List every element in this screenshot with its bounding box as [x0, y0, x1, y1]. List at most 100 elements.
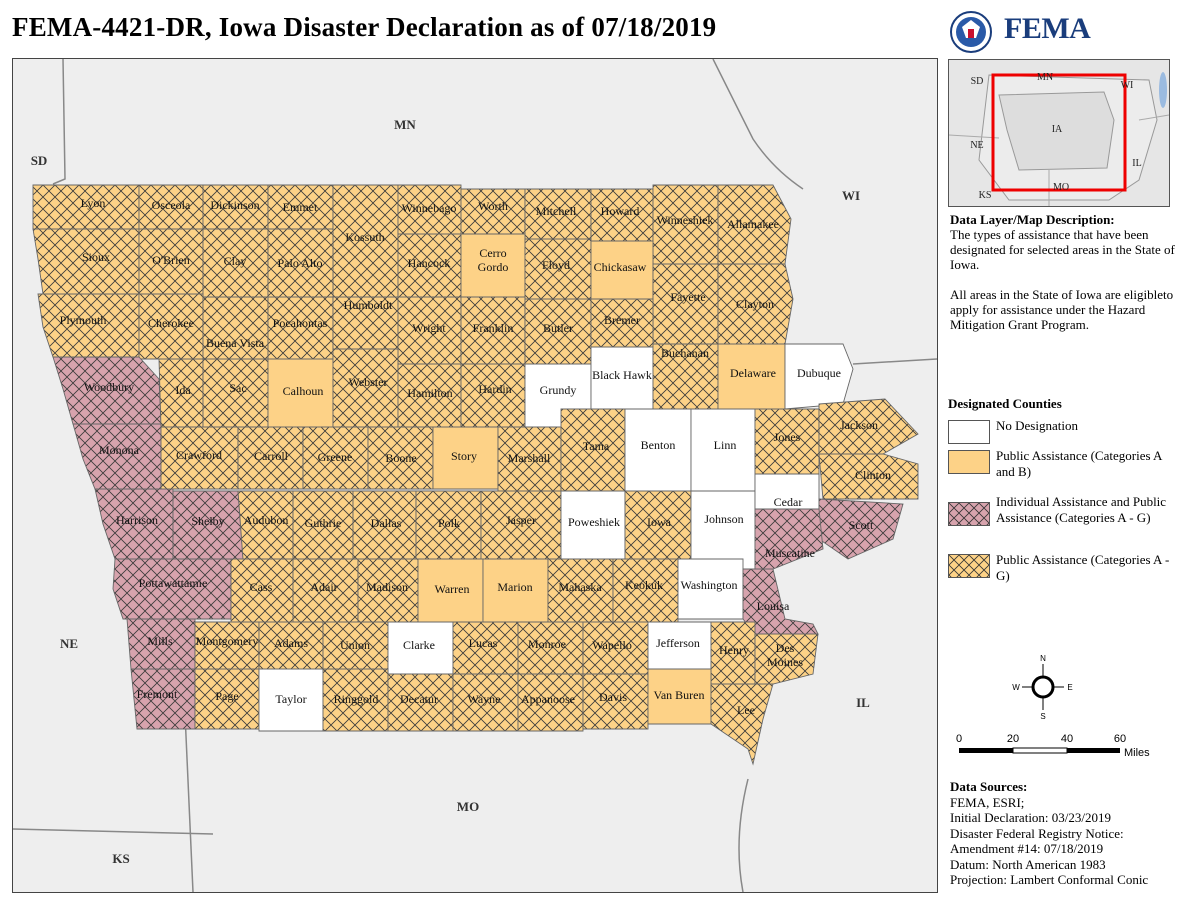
county-o-brien[interactable]: O'Brien	[138, 228, 204, 295]
county-polk[interactable]: Polk	[415, 490, 482, 560]
county-shape[interactable]	[742, 568, 819, 635]
county-osceola[interactable]: Osceola	[138, 184, 204, 230]
county-shape[interactable]	[818, 398, 919, 455]
county-shape[interactable]	[710, 683, 774, 766]
county-shape[interactable]	[517, 673, 584, 732]
county-shape[interactable]	[690, 490, 756, 570]
county-shelby[interactable]: Shelby	[172, 490, 244, 560]
county-union[interactable]: Union	[322, 621, 389, 670]
county-clay[interactable]: Clay	[202, 228, 269, 298]
county-butler[interactable]: Butler	[524, 298, 592, 365]
county-audubon[interactable]: Audubon	[237, 490, 294, 560]
county-keokuk[interactable]: Keokuk	[612, 558, 679, 623]
county-franklin[interactable]: Franklin	[460, 296, 526, 365]
county-clinton[interactable]: Clinton	[818, 453, 919, 500]
county-henry[interactable]: Henry	[710, 621, 756, 685]
county-warren[interactable]: Warren	[417, 558, 484, 623]
county-monona[interactable]: Monona	[72, 423, 162, 490]
county-marion[interactable]: Marion	[482, 558, 549, 623]
county-monroe[interactable]: Monroe	[517, 621, 584, 675]
county-worth[interactable]: Worth	[460, 188, 526, 235]
county-hancock[interactable]: Hancock	[397, 233, 462, 298]
county-montgomery[interactable]: Montgomery	[194, 621, 260, 670]
county-palo-alto[interactable]: Palo Alto	[267, 228, 334, 298]
county-fremont[interactable]: Fremont	[130, 668, 196, 730]
county-shape[interactable]	[717, 184, 792, 265]
county-humboldt[interactable]: Humboldt	[332, 296, 399, 350]
county-poweshiek[interactable]: Poweshiek	[560, 490, 626, 560]
county-shape[interactable]	[717, 263, 794, 345]
county-clayton[interactable]: Clayton	[717, 263, 794, 345]
county-lee[interactable]: Lee	[710, 683, 774, 766]
county-jackson[interactable]: Jackson	[818, 398, 919, 455]
county-howard[interactable]: Howard	[590, 188, 654, 242]
county-adair[interactable]: Adair	[292, 558, 359, 623]
county-mills[interactable]: Mills	[126, 618, 196, 670]
county-linn[interactable]: Linn	[690, 408, 756, 492]
county-shape[interactable]	[754, 508, 824, 570]
county-clarke[interactable]: Clarke	[387, 621, 454, 675]
county-dallas[interactable]: Dallas	[352, 490, 417, 560]
county-chickasaw[interactable]: Chickasaw	[590, 240, 654, 300]
main-map[interactable]: Lyon Osceola Dickinson Emmet Kossuth Winnebag…	[12, 58, 938, 893]
county-ringgold[interactable]: Ringgold	[322, 668, 389, 732]
county-plymouth[interactable]: Plymouth	[37, 293, 140, 358]
county-page[interactable]: Page	[194, 668, 260, 730]
county-scott[interactable]: Scott	[818, 498, 904, 560]
county-buchanan[interactable]: Buchanan	[652, 343, 719, 410]
county-delaware[interactable]: Delaware	[717, 343, 786, 410]
county-ida[interactable]: Ida	[158, 358, 204, 428]
county-calhoun[interactable]: Calhoun	[267, 358, 334, 428]
county-bremer[interactable]: Bremer	[590, 298, 654, 348]
county-webster[interactable]: Webster	[332, 348, 399, 428]
county-kossuth[interactable]: Kossuth	[332, 184, 399, 298]
county-sac[interactable]: Sac	[202, 358, 269, 428]
county-pottawattamie[interactable]: Pottawattamie	[112, 558, 232, 620]
county-johnson[interactable]: Johnson	[690, 490, 756, 570]
county-jones[interactable]: Jones	[754, 408, 820, 475]
county-decatur[interactable]: Decatur	[387, 673, 454, 732]
county-van-buren[interactable]: Van Buren	[647, 668, 712, 725]
county-sioux[interactable]: Sioux	[32, 228, 140, 295]
county-guthrie[interactable]: Guthrie	[292, 490, 354, 560]
county-appanoose[interactable]: Appanoose	[517, 673, 584, 732]
county-cass[interactable]: Cass	[230, 558, 294, 623]
county-mitchell[interactable]: Mitchell	[524, 188, 592, 240]
county-dubuque[interactable]: Dubuque	[784, 343, 854, 410]
county-lyon[interactable]: Lyon	[32, 184, 140, 230]
county-wayne[interactable]: Wayne	[452, 673, 519, 732]
county-taylor[interactable]: Taylor	[258, 668, 324, 732]
county-pocahontas[interactable]: Pocahontas	[267, 296, 334, 360]
county-shape[interactable]	[582, 673, 649, 730]
county-muscatine[interactable]: Muscatine	[754, 508, 824, 570]
county-shape[interactable]	[652, 263, 719, 345]
county-hardin[interactable]: Hardin	[460, 363, 526, 428]
county-crawford[interactable]: Crawford	[160, 426, 239, 490]
county-jasper[interactable]: Jasper	[480, 490, 562, 560]
county-washington[interactable]: Washington	[677, 558, 744, 620]
county-harrison[interactable]: Harrison	[94, 488, 174, 560]
county-marshall[interactable]: Marshall	[497, 426, 562, 492]
county-black-hawk[interactable]: Black Hawk	[590, 346, 654, 410]
county-emmet[interactable]: Emmet	[267, 184, 334, 230]
county-buena-vista[interactable]: Buena Vista	[202, 296, 269, 360]
county-benton[interactable]: Benton	[624, 408, 692, 492]
county-winnebago[interactable]: Winnebago	[397, 184, 462, 235]
county-shape[interactable]	[754, 633, 819, 685]
county-woodbury[interactable]: Woodbury	[52, 356, 162, 425]
county-boone[interactable]: Boone	[367, 426, 434, 490]
county-fayette[interactable]: Fayette	[652, 263, 719, 345]
county-cedar[interactable]: Cedar	[754, 473, 820, 510]
county-adams[interactable]: Adams	[258, 621, 324, 670]
county-shape[interactable]	[784, 343, 854, 410]
iowa-county-map[interactable]: Lyon Osceola Dickinson Emmet Kossuth Winnebag…	[13, 59, 937, 892]
county-jefferson[interactable]: Jefferson	[647, 621, 712, 670]
county-wapello[interactable]: Wapello	[582, 621, 649, 675]
county-floyd[interactable]: Floyd	[524, 238, 592, 300]
county-dickinson[interactable]: Dickinson	[202, 184, 269, 230]
county-davis[interactable]: Davis	[582, 673, 649, 730]
county-iowa[interactable]: Iowa	[624, 490, 692, 560]
county-hamilton[interactable]: Hamilton	[397, 363, 462, 428]
